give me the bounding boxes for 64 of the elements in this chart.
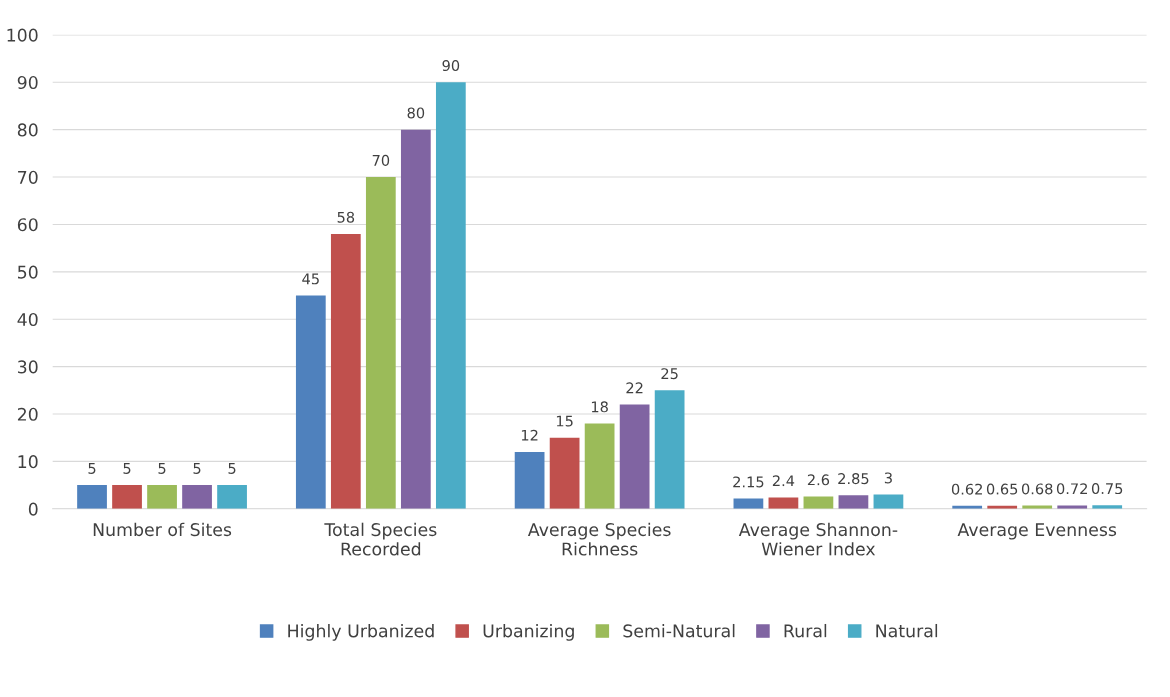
data-label: 0.62 (951, 483, 982, 495)
legend-label: Natural (876, 623, 938, 638)
legend-label: Highly Urbanized (288, 623, 434, 641)
bar (584, 423, 615, 509)
data-label: 5 (193, 463, 201, 474)
bar (838, 495, 869, 509)
bar (77, 485, 107, 509)
data-label: 0.75 (1091, 483, 1123, 495)
bar (549, 437, 580, 509)
data-label: 5 (123, 463, 131, 474)
data-label: 5 (88, 463, 96, 474)
data-label: 5 (158, 463, 166, 474)
bar (330, 233, 361, 509)
data-label: 2.85 (838, 473, 869, 485)
y-tick-label: 70 (18, 170, 38, 184)
bar (514, 451, 545, 509)
y-tick-label: 90 (17, 75, 38, 90)
y-tick-label: 30 (17, 360, 38, 374)
bar (365, 177, 396, 509)
x-tick-label: Number of Sites (93, 522, 232, 537)
data-label: 25 (661, 368, 678, 380)
y-tick-label: 80 (17, 123, 38, 137)
y-tick-label: 50 (18, 265, 38, 279)
y-tick-label: 0 (28, 502, 38, 516)
legend-label: Semi-Natural (623, 623, 735, 638)
data-label: 0.65 (986, 483, 1018, 495)
data-label: 0.72 (1056, 483, 1087, 495)
y-tick-label: 40 (17, 312, 38, 327)
bar (295, 295, 326, 509)
bar (803, 496, 834, 509)
y-tick-label: 60 (17, 218, 38, 232)
data-label: 3 (884, 472, 892, 484)
y-tick-label: 100 (7, 28, 38, 42)
legend-label: Rural (784, 623, 827, 638)
bar (217, 485, 247, 509)
bar (112, 485, 142, 509)
bar (768, 497, 799, 509)
bar (400, 129, 431, 509)
data-label: 18 (591, 401, 608, 413)
y-tick-label: 10 (18, 455, 38, 469)
legend-label: Urbanizing (483, 623, 574, 641)
data-label: 90 (442, 60, 460, 72)
data-label: 22 (626, 382, 643, 394)
data-label: 2.4 (772, 475, 795, 487)
data-label: 15 (556, 415, 573, 427)
x-tick-label: Total Species Recorded (324, 522, 437, 556)
x-tick-label: Average Evenness (957, 523, 1117, 540)
data-label: 5 (228, 463, 236, 474)
y-tick-label: 20 (17, 407, 38, 421)
data-label: 0.68 (1021, 483, 1053, 495)
data-label: 12 (521, 429, 538, 441)
data-label: 45 (302, 273, 319, 285)
x-tick-label: Average Shannon-Wiener Index (738, 522, 898, 556)
data-label: 80 (407, 107, 425, 119)
data-label: 2.15 (733, 476, 764, 488)
bar (182, 485, 212, 509)
data-label: 58 (337, 211, 355, 223)
data-label: 70 (372, 154, 390, 166)
data-label: 2.6 (807, 474, 830, 486)
bar (654, 390, 685, 509)
x-tick-label: Average Species Richness (527, 522, 671, 556)
bar (435, 82, 466, 509)
bar (147, 485, 177, 509)
bar (619, 404, 650, 509)
